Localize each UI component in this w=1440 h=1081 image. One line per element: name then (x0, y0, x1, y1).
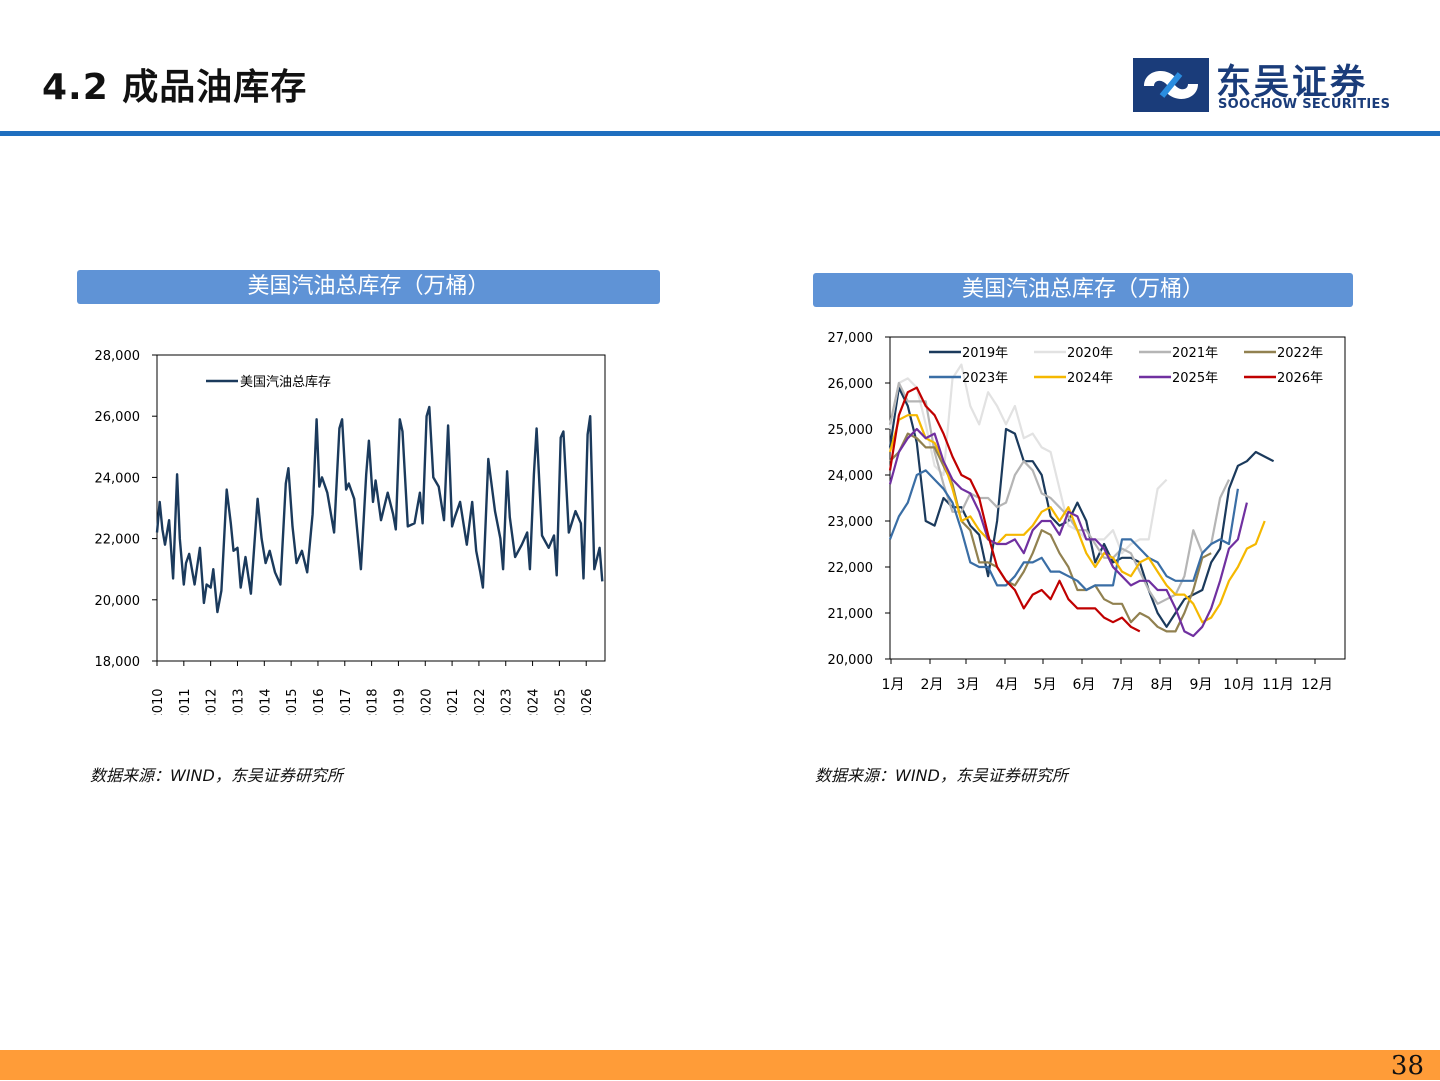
x-tick-label: 2023 (500, 688, 515, 715)
y-tick-label: 26,000 (95, 410, 141, 425)
series-line-4 (888, 469, 1239, 592)
footer-bar (0, 1050, 1440, 1080)
left-chart: 18,000 20,000 22,000 24,000 26,000 28,000 2010… (95, 349, 606, 715)
x-tick-label: 5月 (1034, 677, 1057, 693)
legend-label: 2025年 (1172, 371, 1218, 386)
x-tick-label: 2019 (392, 688, 407, 715)
legend-label: 美国汽油总库存 (240, 374, 331, 390)
x-tick-label: 2015 (285, 688, 300, 715)
y-tick-label: 27,000 (828, 331, 874, 346)
x-tick-label: 2024 (527, 688, 542, 715)
right-source-note: 数据来源：WIND，东吴证券研究所 (815, 766, 1068, 785)
header-rule (0, 131, 1440, 136)
y-tick-label: 21,000 (828, 607, 874, 622)
x-tick-label: 1月 (882, 677, 905, 693)
left-chart-banner: 美国汽油总库存（万桶） (77, 270, 660, 304)
legend-label: 2024年 (1067, 371, 1113, 386)
x-tick-label: 12月 (1301, 677, 1333, 693)
y-tick-label: 25,000 (828, 423, 874, 438)
plot-frame (889, 336, 1346, 660)
x-tick-label: 2017 (339, 688, 354, 715)
x-tick-label: 2010 (151, 688, 166, 715)
legend-label: 2026年 (1277, 371, 1323, 386)
x-tick-label: 2013 (231, 688, 246, 715)
logo-text-en: SOOCHOW SECURITIES (1218, 97, 1391, 112)
y-tick-label: 28,000 (95, 349, 141, 364)
series-line-3 (889, 432, 1212, 633)
x-tick-label: 10月 (1223, 677, 1255, 693)
x-tick-label: 11月 (1262, 677, 1294, 693)
y-tick-label: 18,000 (95, 655, 141, 670)
y-tick-label: 20,000 (828, 653, 874, 668)
y-tick-label: 24,000 (95, 471, 141, 486)
page-title: 4.2 成品油库存 (42, 67, 308, 108)
x-tick-label: 2022 (473, 688, 488, 715)
x-tick-label: 4月 (996, 677, 1019, 693)
x-tick-label: 8月 (1151, 677, 1174, 693)
soochow-logo-icon (1133, 58, 1209, 112)
x-tick-label: 2月 (921, 677, 944, 693)
x-tick-label: 2012 (205, 688, 220, 715)
x-tick-label: 9月 (1190, 677, 1213, 693)
y-tick-label: 26,000 (828, 377, 874, 392)
series-line-7 (888, 386, 1141, 633)
y-tick-label: 22,000 (95, 533, 141, 548)
x-tick-label: 7月 (1112, 677, 1135, 693)
x-tick-label: 2011 (178, 688, 193, 715)
x-tick-label: 2018 (366, 688, 381, 715)
left-source-note: 数据来源：WIND，东吴证券研究所 (90, 766, 343, 785)
x-tick-label: 2016 (312, 688, 327, 715)
x-tick-label: 2020 (419, 688, 434, 715)
series-line-0 (155, 405, 604, 614)
y-tick-label: 24,000 (828, 469, 874, 484)
x-tick-label: 6月 (1073, 677, 1096, 693)
brand-logo: 东吴证券 SOOCHOW SECURITIES (1132, 56, 1412, 116)
legend-label: 2020年 (1067, 346, 1113, 361)
legend-label: 2023年 (962, 371, 1008, 386)
y-tick-label: 22,000 (828, 561, 874, 576)
series-line-5 (888, 414, 1266, 624)
logo-text-cn: 东吴证券 (1216, 63, 1369, 103)
x-tick-label: 2021 (446, 688, 461, 715)
x-tick-label: 2026 (580, 688, 595, 715)
right-chart: 20,000 21,000 22,000 23,000 24,000 25,000 26,0… (828, 331, 1346, 693)
right-chart-banner: 美国汽油总库存（万桶） (813, 273, 1353, 307)
y-tick-label: 23,000 (828, 515, 874, 530)
y-tick-label: 20,000 (95, 594, 141, 609)
x-tick-label: 2025 (553, 688, 568, 715)
x-tick-label: 2014 (258, 688, 273, 715)
legend-label: 2022年 (1277, 346, 1323, 361)
legend-label: 2019年 (962, 346, 1008, 361)
x-tick-label: 3月 (957, 677, 980, 693)
plot-frame (156, 354, 606, 662)
series-line-6 (888, 427, 1248, 638)
legend-label: 2021年 (1172, 346, 1218, 361)
page-number: 38 (1390, 1051, 1424, 1081)
